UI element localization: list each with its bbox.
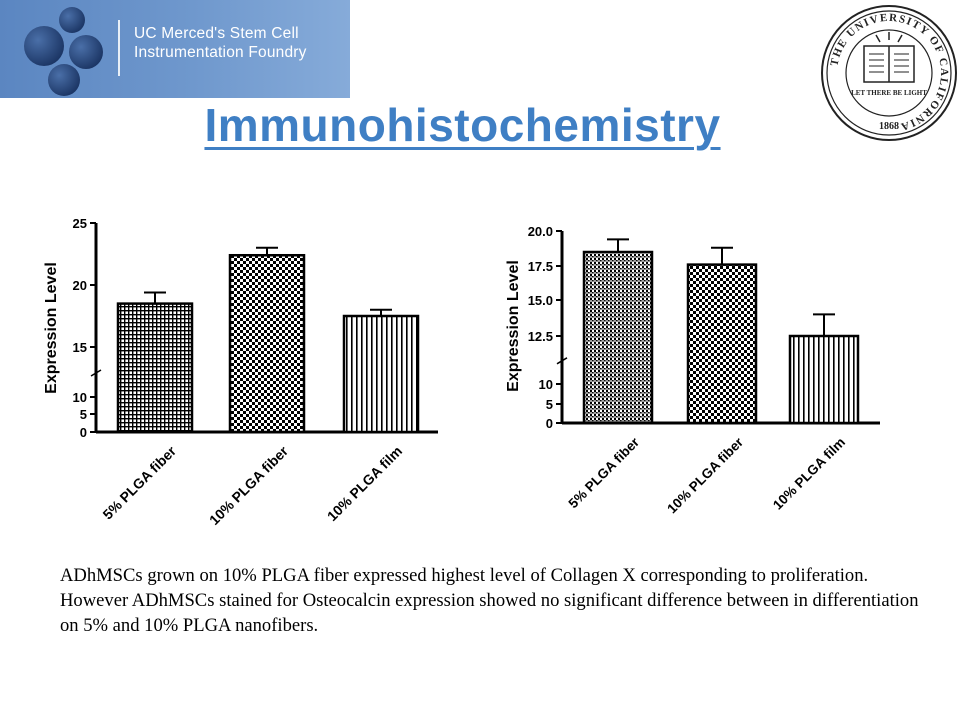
x-tick-label: 10% PLGA film — [324, 443, 405, 524]
university-seal-icon: THE UNIVERSITY OF CALIFORNIA LET THERE B… — [821, 5, 957, 141]
y-tick-label: 17.5 — [528, 259, 553, 274]
y-axis-label: Expression Level — [43, 262, 60, 394]
y-tick-label: 12.5 — [528, 329, 553, 344]
y-tick-label: 0 — [80, 425, 87, 440]
y-tick-label: 0 — [546, 416, 553, 431]
y-axis-label: Expression Level — [505, 260, 522, 392]
x-tick-label: 5% PLGA fiber — [99, 442, 179, 522]
bar — [342, 314, 420, 434]
seal-motto: LET THERE BE LIGHT — [851, 89, 927, 97]
foundry-logo-icon — [24, 7, 103, 96]
page-title: Immunohistochemistry — [204, 99, 721, 151]
x-tick-label: 5% PLGA fiber — [566, 434, 643, 511]
chart-1: 0 5 10 15 20 25 Expression Level 5% PLGA fiber 1… — [43, 216, 438, 528]
axis-break-mark — [556, 357, 568, 365]
y-tick-label: 20.0 — [528, 224, 553, 239]
y-tick-label: 25 — [73, 216, 87, 231]
banner-line-2: Instrumentation Foundry — [134, 44, 307, 61]
caption-text: ADhMSCs grown on 10% PLGA fiber expresse… — [60, 565, 919, 636]
x-tick-label: 10% PLGA fiber — [664, 434, 746, 516]
bar — [788, 334, 860, 425]
seal-year: 1868 — [879, 121, 899, 132]
banner-line-1: UC Merced's Stem Cell — [134, 25, 299, 42]
bar — [116, 302, 194, 434]
banner-divider — [118, 20, 120, 76]
y-tick-label: 15 — [73, 340, 87, 355]
bar — [686, 263, 758, 425]
chart-2: 0 5 10 12.5 15.0 17.5 20.0 Expression Level 5% P… — [505, 224, 880, 516]
banner-text: UC Merced's Stem Cell Instrumentation Fo… — [134, 24, 307, 62]
y-tick-label: 10 — [73, 390, 87, 405]
bar — [582, 250, 654, 425]
foundry-banner: UC Merced's Stem Cell Instrumentation Fo… — [0, 0, 350, 98]
y-tick-label: 5 — [80, 407, 87, 422]
y-tick-label: 20 — [73, 278, 87, 293]
y-tick-label: 5 — [546, 397, 553, 412]
y-tick-label: 15.0 — [528, 293, 553, 308]
x-tick-label: 10% PLGA fiber — [206, 442, 292, 528]
x-tick-label: 10% PLGA film — [770, 435, 848, 513]
y-tick-label: 10 — [539, 377, 553, 392]
bar — [228, 253, 306, 434]
axis-break-mark — [90, 369, 102, 377]
